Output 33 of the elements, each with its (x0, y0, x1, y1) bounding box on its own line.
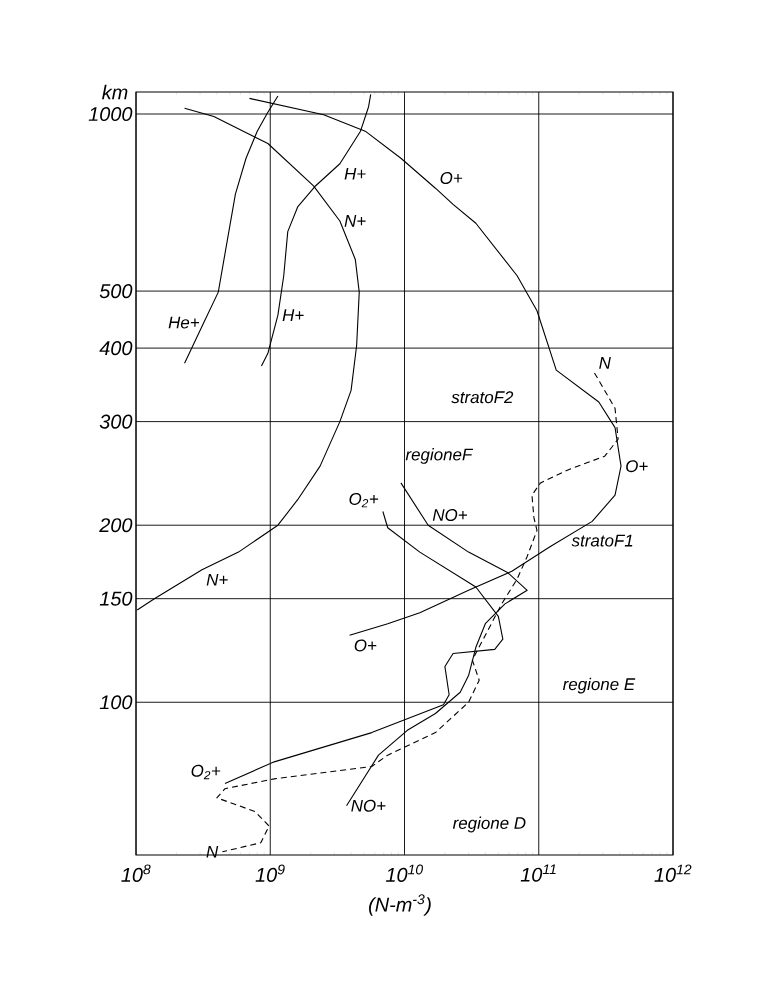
y-tick-label: 100 (99, 695, 133, 710)
annotation: stratoF1 (571, 534, 633, 547)
annotation: regione E (562, 677, 636, 694)
y-axis-title: km (102, 84, 128, 100)
series-label: N (206, 845, 219, 858)
annotation: regioneF (405, 448, 474, 464)
series-label: NO+ (351, 799, 386, 812)
text: O$_{2}$+ (191, 764, 221, 780)
x-tick-label: 10$^{11}$ (520, 864, 556, 882)
y-tick-label: 150 (99, 591, 133, 606)
series-label: N+ (344, 215, 366, 227)
text: N+ (206, 573, 228, 586)
x-tick-label: 10$^{9}$ (255, 864, 285, 882)
text: O+ (440, 172, 463, 185)
text: NO+ (432, 509, 468, 522)
x-tick-label: 10$^{10}$ (385, 864, 423, 882)
x-tick-label: 10$^{8}$ (121, 864, 151, 882)
y-tick-label: 500 (99, 284, 133, 299)
annotation: regione D (452, 816, 526, 833)
text: O+ (354, 639, 377, 652)
x-tick-label: 10$^{12}$ (654, 864, 692, 882)
series-label: H+ (282, 309, 304, 322)
y-tick-label: 300 (99, 414, 133, 429)
y-tick-label: 200 (99, 518, 133, 533)
series-label: O+ (626, 460, 648, 473)
text: H+ (344, 167, 366, 180)
y-tick-label: 400 (99, 341, 133, 356)
annotation: stratoF2 (451, 391, 514, 404)
series-label: O$_{2}$+ (349, 492, 379, 508)
y-tick-label: 1000 (88, 106, 133, 122)
x-axis-title: (N-m$^{-3}$) (369, 894, 431, 916)
text: N (599, 357, 611, 369)
series-label: He+ (168, 316, 200, 329)
